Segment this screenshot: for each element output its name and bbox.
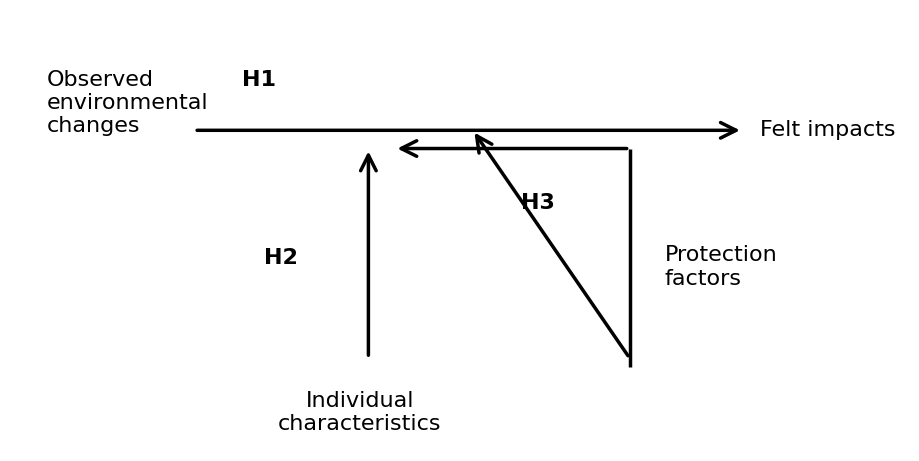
Text: Protection
factors: Protection factors bbox=[664, 245, 777, 289]
Text: Observed
environmental
changes: Observed environmental changes bbox=[46, 70, 208, 136]
Text: Individual
characteristics: Individual characteristics bbox=[278, 391, 441, 434]
Text: H1: H1 bbox=[243, 70, 277, 90]
Text: H3: H3 bbox=[521, 193, 555, 213]
Text: Felt impacts: Felt impacts bbox=[760, 120, 896, 140]
Text: H2: H2 bbox=[264, 248, 298, 268]
